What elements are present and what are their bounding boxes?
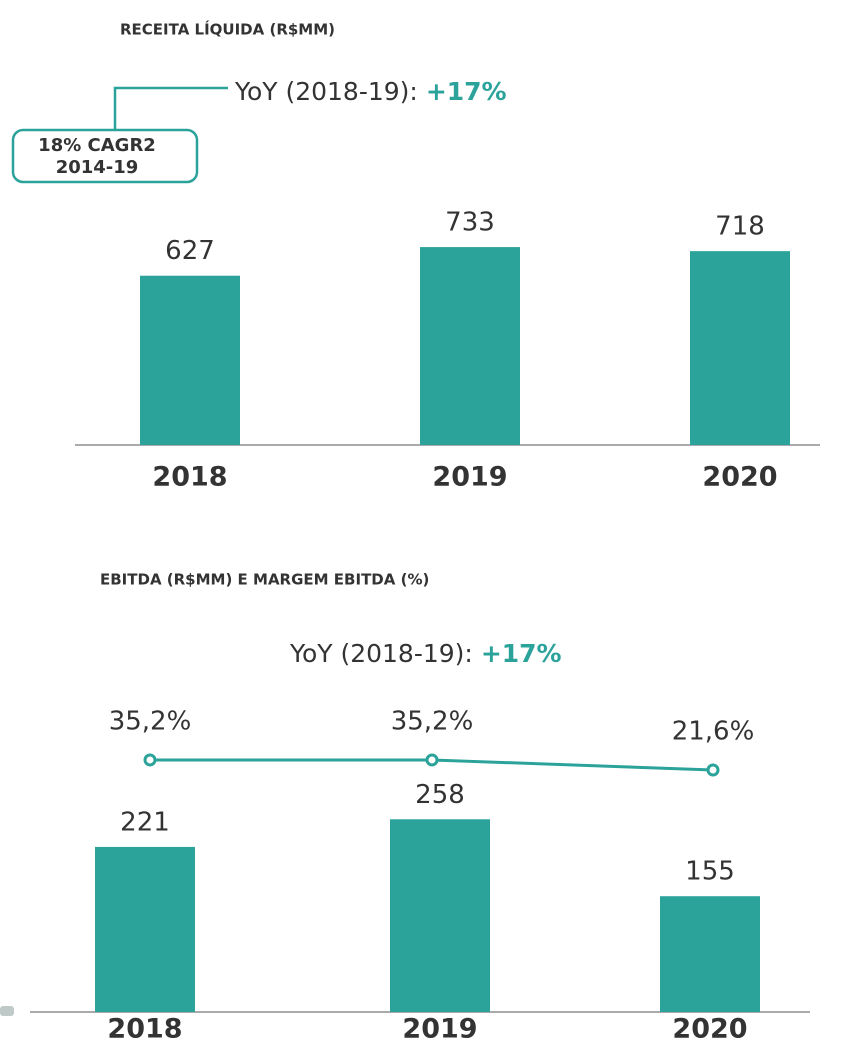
x-tick-label: 2020 (702, 462, 777, 493)
annotation-value: +17% (481, 639, 562, 668)
line-label: 21,6% (672, 717, 755, 747)
data-label: 627 (165, 236, 215, 266)
line-label: 35,2% (391, 706, 474, 736)
data-label: 718 (715, 212, 765, 242)
annotation-label: YoY (2018-19): (234, 77, 418, 106)
bar (95, 846, 195, 1012)
x-tick-label: 2019 (432, 462, 507, 493)
x-tick-label: 2019 (402, 1014, 477, 1045)
line-point (143, 753, 157, 767)
line-label: 35,2% (109, 706, 192, 736)
decoration (0, 1006, 14, 1016)
annotation-value: +17% (426, 77, 507, 106)
annotation: YoY (2018-19): +17% (289, 639, 562, 668)
callout-text: 18% CAGR2 (38, 135, 156, 156)
chart-title: RECEITA LÍQUIDA (R$MM) (120, 20, 335, 39)
line-point (425, 753, 439, 767)
bar (420, 247, 520, 445)
bar (390, 819, 490, 1012)
callout-box (11, 128, 199, 184)
line-point (706, 763, 720, 777)
callout-connector (113, 86, 228, 130)
bar (690, 251, 790, 445)
chart-title: EBITDA (R$MM) E MARGEM EBITDA (%) (100, 571, 429, 589)
x-tick-label: 2018 (107, 1014, 182, 1045)
data-label: 221 (120, 807, 170, 837)
bar (660, 896, 760, 1012)
data-label: 733 (445, 208, 495, 238)
annotation: YoY (2018-19): +17% (234, 77, 507, 106)
data-label: 258 (415, 780, 465, 810)
callout-text: 2014-19 (56, 157, 139, 178)
annotation-label: YoY (2018-19): (289, 639, 473, 668)
x-tick-label: 2018 (152, 462, 227, 493)
bar (140, 275, 240, 445)
data-label: 155 (685, 857, 735, 887)
x-tick-label: 2020 (672, 1014, 747, 1045)
